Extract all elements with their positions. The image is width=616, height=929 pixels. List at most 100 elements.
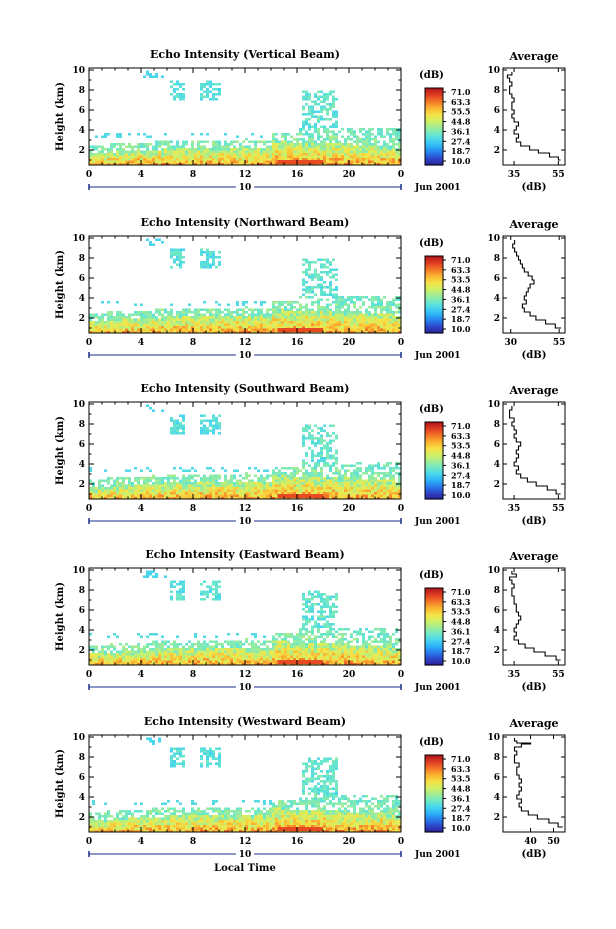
heatmap-cell: [383, 494, 386, 497]
heatmap-cell: [233, 469, 236, 472]
heatmap-cell: [326, 163, 329, 166]
heatmap-cell: [185, 328, 188, 331]
heatmap-cell: [203, 432, 206, 435]
heatmap-cell: [155, 575, 158, 578]
heatmap-cell: [197, 640, 200, 643]
heatmap-cell: [203, 323, 206, 326]
heatmap-cell: [269, 326, 272, 329]
heatmap-cell: [293, 663, 296, 666]
heatmap-cell: [110, 653, 113, 656]
heatmap-cell: [260, 163, 263, 166]
heatmap-cell: [221, 311, 224, 314]
heatmap-cell: [314, 482, 317, 485]
heatmap-cell: [392, 494, 395, 497]
heatmap-cell: [353, 477, 356, 480]
heatmap-cell: [284, 321, 287, 324]
heatmap-cell: [176, 316, 179, 319]
heatmap-cell: [398, 148, 401, 151]
heatmap-cell: [164, 653, 167, 656]
heatmap-cell: [266, 160, 269, 163]
heatmap-cell: [176, 83, 179, 86]
heatmap-cell: [281, 640, 284, 643]
heatmap-cell: [200, 331, 203, 334]
heatmap-cell: [179, 593, 182, 596]
heatmap-cell: [284, 158, 287, 161]
heatmap-cell: [251, 326, 254, 329]
heatmap-cell: [338, 313, 341, 316]
heatmap-cell: [293, 311, 296, 314]
heatmap-cell: [278, 321, 281, 324]
heatmap-cell: [215, 658, 218, 661]
colorbar-swatch: [425, 439, 443, 442]
heatmap-cell: [305, 479, 308, 482]
heatmap-cell: [104, 153, 107, 156]
colorbar-swatch: [425, 132, 443, 135]
heatmap-cell: [254, 482, 257, 485]
heatmap-cell: [314, 331, 317, 334]
heatmap-cell: [191, 477, 194, 480]
heatmap-cell: [170, 660, 173, 663]
heatmap-cell: [263, 313, 266, 316]
heatmap-cell: [152, 487, 155, 490]
heatmap-cell: [281, 133, 284, 136]
heatmap-cell: [173, 321, 176, 324]
heatmap-cell: [236, 328, 239, 331]
heatmap-cell: [347, 469, 350, 472]
heatmap-cell: [335, 303, 338, 306]
heatmap-cell: [155, 487, 158, 490]
heatmap-cell: [182, 153, 185, 156]
heatmap-cell: [227, 660, 230, 663]
heatmap-cell: [356, 492, 359, 495]
heatmap-cell: [308, 123, 311, 126]
heatmap-cell: [230, 648, 233, 651]
heatmap-cell: [263, 497, 266, 500]
heatmap-cell: [125, 145, 128, 148]
heatmap-cell: [92, 163, 95, 166]
heatmap-cell: [146, 570, 149, 573]
heatmap-cell: [233, 316, 236, 319]
heatmap-cell: [215, 143, 218, 146]
heatmap-cell: [278, 663, 281, 666]
colorbar-swatch: [425, 437, 443, 440]
heatmap-cell: [164, 326, 167, 329]
heatmap-cell: [293, 479, 296, 482]
heatmap-cell: [365, 484, 368, 487]
heatmap-cell: [248, 163, 251, 166]
heatmap-cell: [116, 321, 119, 324]
heatmap-cell: [383, 331, 386, 334]
heatmap-cell: [371, 138, 374, 141]
heatmap-cell: [116, 163, 119, 166]
heatmap-cell: [287, 323, 290, 326]
heatmap-cell: [302, 278, 305, 281]
heatmap-cell: [176, 160, 179, 163]
heatmap-cell: [311, 163, 314, 166]
heatmap-cell: [272, 653, 275, 656]
heatmap-cell: [365, 489, 368, 492]
heatmap-cell: [230, 160, 233, 163]
heatmap-cell: [239, 328, 242, 331]
heatmap-cell: [224, 653, 227, 656]
heatmap-cell: [107, 482, 110, 485]
heatmap-cell: [95, 655, 98, 658]
heatmap-cell: [188, 477, 191, 480]
heatmap-cell: [365, 296, 368, 299]
heatmap-cell: [146, 70, 149, 73]
heatmap-cell: [191, 648, 194, 651]
heatmap-cell: [221, 484, 224, 487]
heatmap-cell: [212, 419, 215, 422]
heatmap-cell: [206, 150, 209, 153]
heatmap-cell: [200, 422, 203, 425]
heatmap-cell: [380, 308, 383, 311]
heatmap-cell: [158, 487, 161, 490]
heatmap-cell: [131, 482, 134, 485]
heatmap-cell: [377, 130, 380, 133]
heatmap-cell: [302, 150, 305, 153]
heatmap-cell: [299, 303, 302, 306]
heatmap-cell: [194, 497, 197, 500]
heatmap-cell: [239, 658, 242, 661]
heatmap-cell: [221, 163, 224, 166]
heatmap-cell: [119, 326, 122, 329]
heatmap-cell: [173, 429, 176, 432]
heatmap-cell: [140, 143, 143, 146]
heatmap-cell: [302, 318, 305, 321]
